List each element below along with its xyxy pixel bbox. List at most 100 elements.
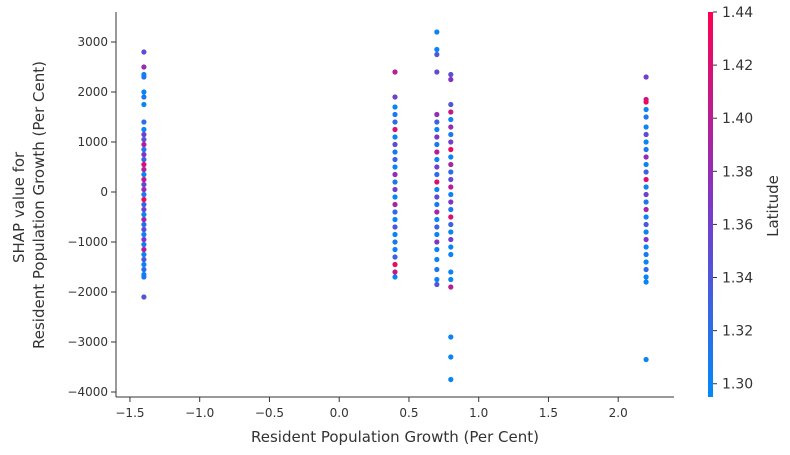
data-point — [141, 119, 147, 125]
data-point — [434, 209, 440, 215]
data-point — [448, 354, 454, 360]
colorbar-gradient — [708, 12, 713, 397]
data-point — [141, 156, 147, 163]
data-point — [643, 146, 649, 153]
data-point — [448, 284, 454, 290]
data-point — [392, 274, 398, 280]
data-point — [141, 216, 147, 223]
data-point — [448, 169, 454, 175]
data-point — [392, 156, 398, 163]
data-point — [643, 191, 649, 198]
data-point — [448, 176, 454, 183]
data-point — [643, 259, 649, 265]
data-point — [141, 226, 147, 233]
data-point — [448, 76, 454, 83]
data-point — [141, 49, 147, 55]
data-point — [643, 169, 649, 175]
data-point — [392, 201, 398, 208]
data-point — [434, 111, 440, 118]
colorbar-tick-label: 1.40 — [722, 111, 753, 127]
data-point — [141, 261, 147, 268]
data-point — [141, 171, 147, 178]
data-point — [448, 276, 454, 283]
data-point — [392, 231, 398, 238]
y-axis-title-line-2: Resident Population Growth (Per Cent) — [30, 61, 48, 349]
data-point — [434, 141, 440, 148]
data-point — [141, 136, 147, 143]
data-point — [448, 229, 454, 235]
y-tick-label: 3000 — [77, 35, 108, 49]
data-point — [141, 274, 147, 280]
y-axis-ticks: −4000 −3000 −2000 −1000 0 1000 2000 3000 — [67, 35, 116, 399]
data-point — [141, 101, 147, 108]
y-tick-label: 1000 — [77, 135, 108, 149]
data-point — [434, 276, 440, 283]
data-point — [643, 206, 649, 213]
data-point — [434, 224, 440, 230]
data-point — [392, 179, 398, 185]
data-point — [392, 104, 398, 110]
data-point — [448, 146, 454, 153]
data-point — [392, 134, 398, 140]
data-point — [434, 231, 440, 238]
x-tick-label: 1.0 — [469, 406, 488, 420]
data-point — [643, 279, 649, 285]
colorbar: 1.30 1.32 1.34 1.36 1.38 1.40 1.42 1.44 Latitud… — [708, 5, 782, 397]
x-tick-label: 0.0 — [330, 406, 349, 420]
data-point — [643, 114, 649, 120]
data-point — [643, 154, 649, 160]
colorbar-tick-label: 1.30 — [722, 377, 753, 393]
data-point — [392, 186, 398, 193]
data-point — [392, 164, 398, 170]
data-point — [392, 254, 398, 260]
data-point — [643, 356, 649, 363]
data-point — [434, 29, 440, 35]
y-tick-label: −1000 — [67, 235, 108, 249]
data-point — [643, 131, 649, 138]
y-tick-label: −3000 — [67, 335, 108, 349]
data-point — [141, 64, 147, 70]
data-point — [141, 196, 147, 203]
x-axis-title: Resident Population Growth (Per Cent) — [251, 428, 539, 446]
data-point — [141, 206, 147, 213]
data-point — [448, 376, 454, 383]
data-point — [392, 111, 398, 118]
y-tick-label: −4000 — [67, 385, 108, 399]
colorbar-tick-label: 1.42 — [722, 58, 753, 74]
data-point — [643, 214, 649, 220]
data-point — [392, 69, 398, 75]
data-point — [643, 266, 649, 273]
data-point — [643, 251, 649, 258]
data-point — [141, 241, 147, 248]
data-point — [392, 224, 398, 230]
data-point — [643, 236, 649, 243]
data-point — [448, 236, 454, 243]
data-point — [392, 119, 398, 125]
data-point — [141, 191, 147, 198]
data-point — [392, 141, 398, 148]
data-point — [643, 176, 649, 183]
x-tick-label: 0.5 — [399, 406, 418, 420]
data-point — [643, 74, 649, 80]
data-point — [643, 244, 649, 250]
colorbar-tick-label: 1.38 — [722, 164, 753, 180]
data-point — [643, 229, 649, 235]
x-tick-label: 1.5 — [539, 406, 558, 420]
data-point — [448, 71, 454, 78]
x-tick-label: −0.5 — [255, 406, 284, 420]
data-point — [643, 199, 649, 205]
y-tick-label: 0 — [100, 185, 108, 199]
y-tick-label: −2000 — [67, 285, 108, 299]
data-point — [448, 154, 454, 160]
colorbar-tick-label: 1.36 — [722, 217, 753, 233]
data-point — [448, 109, 454, 115]
colorbar-title: Latitude — [764, 175, 782, 237]
data-point — [141, 151, 147, 158]
data-point — [141, 236, 147, 243]
data-point — [141, 126, 147, 133]
data-point — [141, 146, 147, 153]
data-point — [448, 116, 454, 123]
data-point — [434, 239, 440, 245]
data-point — [448, 334, 454, 340]
colorbar-tick-label: 1.34 — [722, 271, 753, 287]
